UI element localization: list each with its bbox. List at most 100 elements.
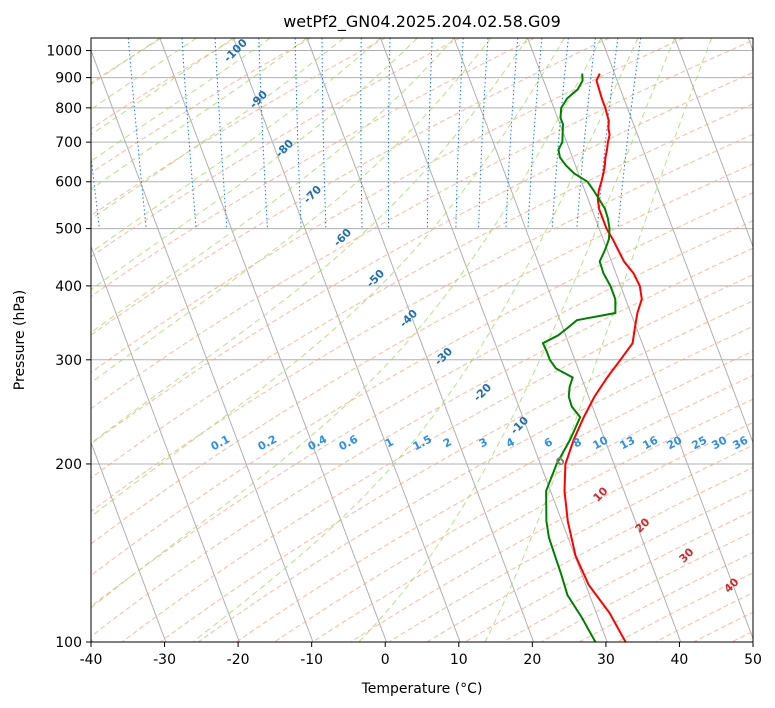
isotherm-line	[453, 38, 682, 642]
dry-adiabat-line	[91, 163, 753, 545]
x-tick-label: 30	[597, 652, 615, 668]
dry-adiabat-line	[91, 220, 753, 607]
isotherm-line	[380, 38, 608, 642]
temperature-profile-line	[563, 73, 643, 642]
moist-adiabat-line	[91, 38, 234, 136]
dry-adiabat-line	[91, 103, 753, 479]
y-tick-label: 200	[55, 457, 82, 473]
dry-adiabat-label: 20	[633, 515, 653, 535]
isotherm-line	[91, 49, 314, 642]
mixing-ratio-label: 25	[690, 434, 710, 453]
isotherm-line	[91, 245, 240, 642]
x-tick-label: 0	[381, 652, 390, 668]
dry-adiabat-line	[236, 350, 753, 642]
mixing-ratio-line	[527, 38, 543, 229]
isotherm-line	[747, 38, 753, 52]
dry-adiabat-label: -70	[301, 183, 324, 206]
dewpoint-profile-line	[541, 73, 617, 642]
mixing-ratio-line	[576, 38, 596, 229]
x-tick-label: -20	[227, 652, 250, 668]
x-tick-label: 40	[671, 652, 689, 668]
mixing-ratio-label: 36	[731, 433, 751, 452]
mixing-ratio-label: 16	[641, 433, 661, 452]
moist-adiabat-line	[91, 38, 381, 253]
y-axis-label: Pressure (hPa)	[12, 290, 28, 390]
moist-adiabat-line	[91, 38, 565, 518]
dry-adiabat-line	[274, 374, 753, 642]
x-tick-label: -30	[153, 652, 176, 668]
dry-adiabat-line	[91, 38, 535, 298]
dry-adiabat-label: -50	[364, 267, 387, 290]
y-tick-label: 600	[55, 175, 82, 191]
isotherm-line	[527, 38, 753, 640]
x-tick-label: 20	[523, 652, 541, 668]
y-tick-label: 300	[55, 353, 82, 369]
isoline-labels: 0.1 0.2 0.4 0.6 1 1.5 2 3 4 6 8 10 13 16 20 25 30 36-100-…	[209, 38, 751, 596]
x-axis: -40 -30 -20 -10 0 10 20 30 40 50	[80, 642, 762, 668]
mixing-ratio-label: 1.5	[411, 433, 434, 454]
y-tick-label: 900	[55, 71, 82, 87]
dry-adiabat-line	[91, 38, 237, 130]
moist-adiabat-line	[91, 38, 345, 220]
mixing-ratio-label: 13	[618, 434, 638, 453]
dry-adiabat-line	[91, 38, 461, 258]
profile-series	[541, 73, 643, 642]
x-axis-label: Temperature (°C)	[361, 681, 483, 697]
dry-adiabat-line	[159, 300, 753, 642]
y-axis: 100 200 300 400 500 600 700 800 900 1000	[46, 44, 91, 651]
dry-adiabat-line	[655, 592, 753, 642]
mixing-ratio-label: 6	[542, 435, 555, 450]
dry-adiabat-line	[91, 38, 386, 217]
mixing-ratio-label: 10	[591, 433, 611, 452]
dry-adiabat-line	[693, 611, 753, 642]
dry-adiabat-line	[91, 133, 753, 513]
mixing-ratio-label: 0.1	[209, 433, 232, 454]
dry-adiabat-line	[91, 38, 684, 373]
dry-adiabat-line	[426, 466, 753, 642]
dry-adiabat-line	[91, 38, 311, 174]
mixing-ratio-label: 20	[665, 433, 685, 452]
mixing-ratio-line	[617, 38, 642, 229]
mixing-ratio-label: 30	[710, 433, 730, 452]
dry-adiabat-line	[540, 531, 753, 642]
mixing-ratio-label: 2	[441, 435, 454, 450]
background-lines	[91, 38, 753, 642]
moist-adiabat-line	[192, 38, 639, 642]
moist-adiabat-line	[484, 38, 712, 642]
mixing-ratio-label: 3	[477, 435, 490, 450]
isotherm-line	[674, 38, 753, 248]
dry-adiabat-line	[91, 72, 753, 445]
mixing-ratio-line	[127, 38, 147, 229]
moist-adiabat-line	[91, 38, 418, 291]
dry-adiabat-label: -10	[508, 414, 531, 437]
mixing-ratio-line	[181, 38, 197, 229]
dry-adiabat-line	[388, 444, 753, 642]
dry-adiabat-line	[91, 39, 753, 410]
moist-adiabat-line	[91, 38, 271, 162]
pressure-gridlines	[91, 50, 753, 642]
isotherm-line	[159, 38, 387, 642]
moist-adiabat-line	[91, 38, 161, 85]
dry-adiabat-label: -80	[273, 137, 296, 160]
x-tick-label: 10	[450, 652, 468, 668]
mixing-ratio-line	[321, 38, 327, 229]
dry-adiabat-line	[312, 398, 753, 642]
dry-adiabat-label: 30	[677, 545, 697, 565]
x-tick-label: -40	[80, 652, 103, 668]
moist-adiabat-line	[91, 38, 492, 384]
mixing-ratio-line	[455, 38, 464, 229]
mixing-ratio-label: 8	[571, 435, 584, 450]
y-tick-label: 700	[55, 135, 82, 151]
dry-adiabat-label: 40	[722, 575, 742, 595]
dry-adiabat-line	[464, 488, 753, 642]
y-tick-label: 400	[55, 279, 82, 295]
moist-adiabat-line	[91, 38, 455, 334]
isotherm-line	[306, 38, 535, 642]
mixing-ratio-line	[426, 38, 433, 229]
mixing-ratio-line	[360, 38, 363, 229]
moist-adiabat-line	[91, 38, 308, 190]
y-tick-label: 1000	[46, 44, 82, 60]
mixing-ratio-line	[387, 38, 391, 229]
mixing-ratio-label: 4	[504, 435, 517, 450]
dry-adiabat-label: -40	[397, 307, 420, 330]
